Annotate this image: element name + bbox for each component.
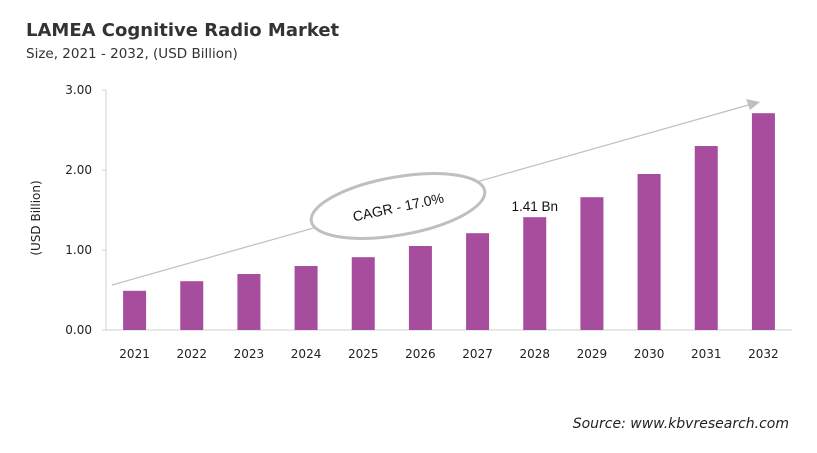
bar-2023 [237, 274, 261, 330]
source-note: Source: www.kbvresearch.com [572, 416, 789, 432]
x-tick-label: 2022 [176, 347, 207, 361]
x-tick-label: 2030 [634, 347, 665, 361]
x-tick-label: 2032 [748, 347, 779, 361]
y-tick-label: 1.00 [65, 243, 92, 257]
x-tick-label: 2031 [691, 347, 722, 361]
x-tick-label: 2027 [462, 347, 493, 361]
cagr-ellipse [309, 172, 487, 240]
data-label-2028: 1.41 Bn [511, 199, 558, 214]
trend-arrowhead [746, 99, 760, 110]
bar-2026 [408, 246, 432, 330]
x-tick-label: 2026 [405, 347, 436, 361]
x-tick-label: 2023 [234, 347, 265, 361]
bar-2031 [694, 146, 718, 330]
y-tick-label: 3.00 [65, 83, 92, 97]
bar-2021 [123, 290, 147, 330]
bar-2022 [180, 281, 204, 330]
bar-2027 [466, 233, 490, 330]
bar-2025 [351, 257, 375, 330]
x-tick-label: 2025 [348, 347, 379, 361]
bar-2024 [294, 266, 318, 330]
y-tick-label: 0.00 [65, 323, 92, 337]
chart-subtitle: Size, 2021 - 2032, (USD Billion) [26, 46, 238, 62]
y-tick-label: 2.00 [65, 163, 92, 177]
chart-title: LAMEA Cognitive Radio Market [26, 20, 340, 41]
y-axis-label: (USD Billion) [29, 180, 43, 255]
x-tick-label: 2021 [119, 347, 150, 361]
bar-2030 [637, 174, 661, 330]
bar-2032 [751, 113, 775, 330]
bar-2029 [580, 197, 604, 330]
bar-2028 [523, 217, 547, 330]
x-tick-label: 2029 [577, 347, 608, 361]
x-tick-label: 2028 [519, 347, 550, 361]
x-tick-label: 2024 [291, 347, 322, 361]
